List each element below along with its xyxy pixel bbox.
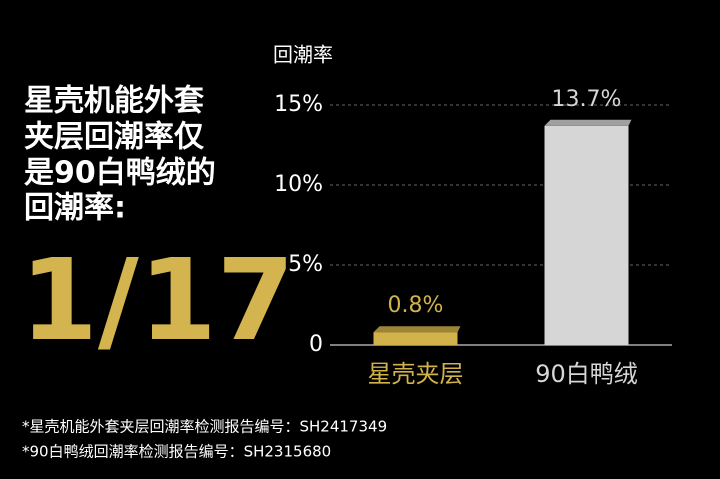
y-tick-label: 5%	[288, 252, 323, 277]
bar	[544, 125, 629, 345]
bar-top	[373, 326, 461, 333]
bar	[373, 332, 458, 345]
y-axis-label: 回潮率	[273, 43, 333, 67]
footnote: *星壳机能外套夹层回潮率检测报告编号：SH2417349	[22, 418, 387, 436]
y-tick-label: 15%	[274, 92, 323, 117]
y-tick-label: 0	[309, 332, 323, 357]
value-label: 13.7%	[552, 87, 622, 112]
headline: 是90白鸭绒的	[24, 156, 216, 191]
headline: 星壳机能外套	[24, 84, 204, 119]
footnote: *90白鸭绒回潮率检测报告编号：SH2315680	[22, 443, 331, 461]
bar-top	[544, 119, 632, 126]
ratio: 1/17	[20, 236, 295, 366]
x-tick-label: 90白鸭绒	[535, 360, 638, 388]
value-label: 0.8%	[388, 293, 444, 318]
headline: 夹层回潮率仅	[24, 120, 205, 155]
x-tick-label: 星壳夹层	[368, 360, 464, 388]
y-tick-label: 10%	[274, 172, 323, 197]
headline: 回潮率:	[24, 191, 126, 226]
